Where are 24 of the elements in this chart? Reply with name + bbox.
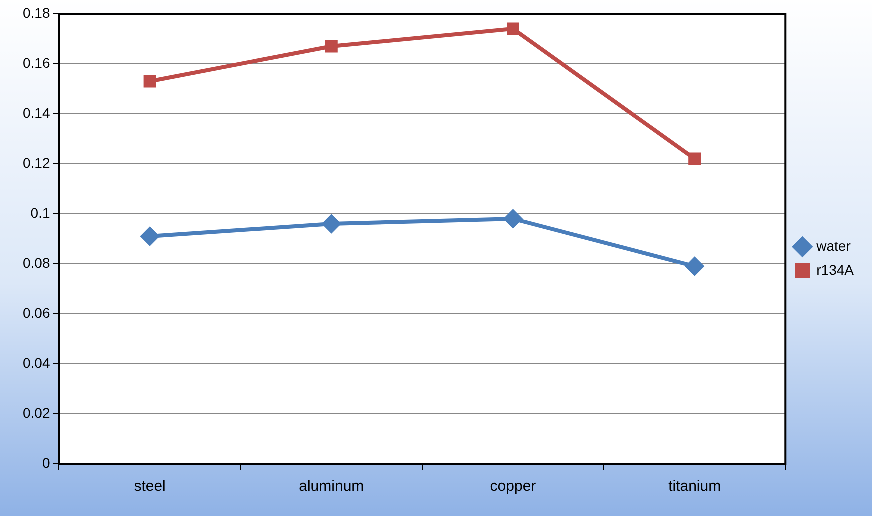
point <box>141 228 160 246</box>
point <box>686 258 704 276</box>
point <box>504 210 522 228</box>
y-tick-label: 0.06 <box>23 304 50 321</box>
y-tick-label: 0.14 <box>23 104 50 121</box>
y-tick-label: 0.12 <box>23 154 50 171</box>
y-tick-label: 0.18 <box>23 4 50 21</box>
y-tick-label: 0.08 <box>23 254 50 271</box>
legend-label: water <box>816 238 852 254</box>
point <box>322 215 341 233</box>
point <box>325 40 338 53</box>
x-tick-label: titanium <box>668 478 722 496</box>
y-tick-label: 0.04 <box>23 354 50 371</box>
y-tick-label: 0.1 <box>30 204 50 221</box>
y-tick-label: 0 <box>42 454 50 471</box>
legend-label: r134A <box>816 262 855 278</box>
y-tick-label: 0.02 <box>23 404 50 421</box>
point <box>144 75 156 88</box>
x-tick-label: steel <box>134 478 166 496</box>
x-tick-label: aluminum <box>299 478 364 496</box>
point <box>688 152 702 166</box>
y-tick-label: 0.16 <box>23 54 50 71</box>
point <box>507 22 520 36</box>
x-tick-label: copper <box>490 478 536 496</box>
